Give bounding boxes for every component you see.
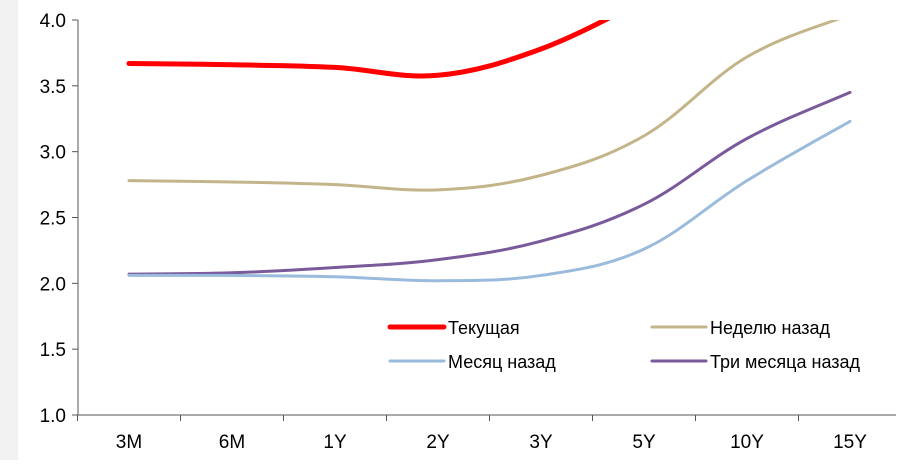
x-tick-label: 6M [219,432,245,453]
x-tick-label: 3M [116,432,142,453]
legend-label: Текущая [448,318,520,338]
x-tick-label: 1Y [323,432,347,453]
y-tick-label: 1.5 [40,340,66,361]
x-tick-label: 10Y [730,432,764,453]
y-tick-label: 2.0 [40,274,66,295]
x-tick-label: 2Y [426,432,450,453]
y-tick-label: 2.5 [40,209,66,230]
y-tick-label: 3.5 [40,77,66,98]
x-tick-label: 3Y [529,432,553,453]
legend-label: Месяц назад [448,352,556,372]
y-tick-label: 1.0 [40,406,66,427]
x-tick-label: 5Y [632,432,656,453]
y-tick-label: 4.0 [40,11,66,32]
x-tick-label: 15Y [833,432,867,453]
y-tick-label: 3.0 [40,143,66,164]
chart-background [18,0,901,460]
left-margin-strip [0,0,18,460]
legend-label: Неделю назад [710,318,831,338]
legend-label: Три месяца назад [710,352,861,372]
